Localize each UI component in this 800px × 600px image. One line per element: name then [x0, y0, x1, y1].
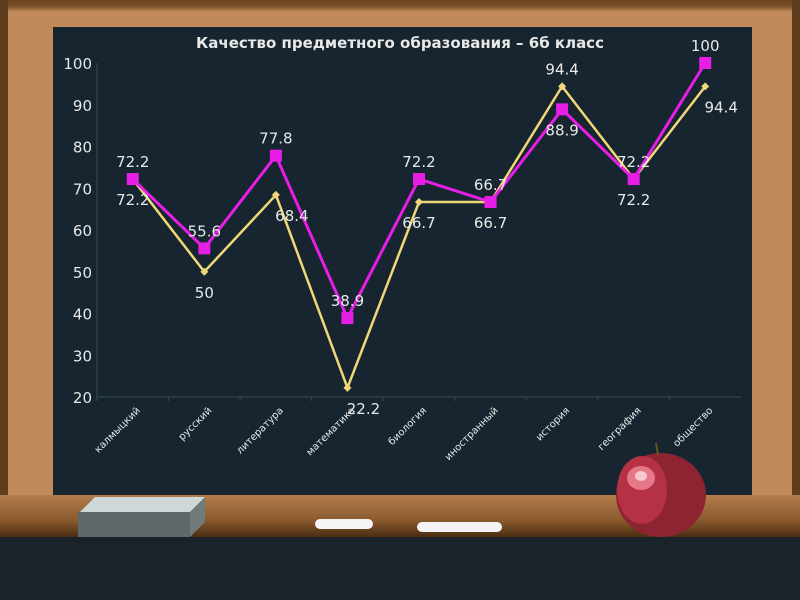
data-point-marker [699, 57, 712, 69]
chalk-piece [315, 519, 373, 529]
y-tick-label: 50 [73, 264, 92, 282]
data-label: 94.4 [705, 98, 738, 116]
eraser [78, 497, 205, 537]
y-tick-label: 80 [73, 139, 92, 157]
data-label: 66.7 [474, 214, 507, 232]
axes: 20 30 40 50 60 70 80 90 100 калмыцкий русский литер… [63, 55, 741, 463]
data-point-marker [341, 312, 354, 325]
x-tick-label: калмыцкий [93, 405, 143, 455]
data-point-marker [556, 103, 569, 116]
y-tick-label: 90 [73, 97, 92, 115]
data-point-marker [701, 82, 710, 91]
data-point-marker [198, 242, 211, 255]
data-label: 55.6 [188, 222, 221, 240]
data-label: 50 [195, 284, 214, 302]
data-point-marker [269, 149, 282, 162]
data-point-marker [413, 173, 425, 186]
data-label: 72.2 [116, 191, 149, 209]
data-label: 66.7 [474, 176, 507, 194]
chalkboard [53, 27, 752, 495]
data-point-marker [558, 82, 567, 91]
data-point-marker [343, 383, 352, 392]
data-point-marker [627, 173, 640, 186]
data-label: 22.2 [347, 400, 380, 418]
y-tick-label: 60 [73, 222, 92, 240]
data-label: 72.2 [402, 153, 435, 171]
data-label: 72.2 [617, 153, 650, 171]
chalk-piece [417, 522, 502, 532]
data-point-marker [200, 267, 209, 276]
data-label: 94.4 [545, 60, 578, 78]
series-group [126, 57, 712, 392]
data-label: 68.4 [275, 207, 308, 225]
data-point-marker [126, 173, 139, 186]
x-tick-label: биология [387, 405, 429, 447]
x-tick-label: общество [671, 405, 715, 449]
x-tick-label: иностранный [443, 405, 501, 463]
y-tick-label: 100 [63, 55, 92, 73]
y-tick-label: 40 [73, 306, 92, 324]
data-label: 66.7 [402, 214, 435, 232]
data-labels: 72.2 50 68.4 22.2 66.7 66.7 94.4 72.2 94.4 72.2 55… [116, 37, 738, 418]
frame-edge-right [792, 0, 800, 537]
x-tick-label: география [596, 405, 644, 453]
data-label: 72.2 [116, 153, 149, 171]
x-tick-label: русский [177, 405, 215, 443]
floor [0, 537, 800, 600]
data-point-marker [271, 190, 280, 199]
data-label: 72.2 [617, 191, 650, 209]
frame-edge-left [0, 0, 8, 537]
x-tick-label: история [534, 405, 572, 443]
chart-title: Качество предметного образования – 6б кл… [196, 34, 604, 52]
y-tick-label: 20 [73, 389, 92, 407]
apple-icon [616, 442, 706, 537]
data-point-marker [484, 196, 497, 209]
y-tick-label: 30 [73, 347, 92, 365]
data-label: 100 [691, 37, 720, 55]
y-tick-label: 70 [73, 180, 92, 198]
data-label: 88.9 [545, 121, 578, 139]
data-point-marker [415, 198, 423, 207]
data-label: 38.9 [331, 292, 364, 310]
x-tick-label: литература [235, 405, 286, 456]
data-label: 77.8 [259, 130, 292, 148]
